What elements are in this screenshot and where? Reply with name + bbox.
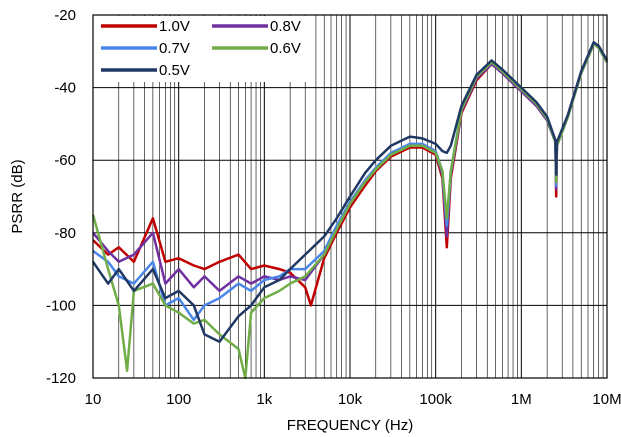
legend: 1.0V 0.8V 0.7V 0.6V 0.5V xyxy=(94,16,308,82)
x-tick-label: 10 xyxy=(85,391,102,408)
legend-label-0.8V: 0.8V xyxy=(270,18,301,35)
x-tick-label: 10k xyxy=(338,391,363,408)
y-tick-label: -40 xyxy=(54,80,76,97)
x-tick-label: 10M xyxy=(592,391,621,408)
x-tick-label: 100 xyxy=(166,391,191,408)
y-tick-label: -120 xyxy=(46,370,76,387)
y-tick-label: -20 xyxy=(54,7,76,24)
x-tick-label: 1M xyxy=(511,391,532,408)
legend-label-0.5V: 0.5V xyxy=(159,62,190,79)
series-lines xyxy=(91,40,609,380)
legend-label-1.0V: 1.0V xyxy=(159,18,190,35)
series-line-0.5V xyxy=(91,40,609,343)
y-tick-label: -80 xyxy=(54,225,76,242)
plot-border xyxy=(92,14,608,379)
y-axis-title: PSRR (dB) xyxy=(9,159,26,233)
x-tick-label: 100k xyxy=(419,391,452,408)
y-tick-label: -60 xyxy=(54,152,76,169)
plot-frame xyxy=(92,14,608,379)
x-tick-label: 1k xyxy=(256,391,272,408)
y-tick-label: -100 xyxy=(46,297,76,314)
legend-label-0.7V: 0.7V xyxy=(159,40,190,57)
tick-labels: 10 100 1k 10k 100k 1M 10M -20 -40 -60 -80 -100 -120 xyxy=(46,7,621,408)
x-axis-title: FREQUENCY (Hz) xyxy=(287,417,413,434)
legend-label-0.6V: 0.6V xyxy=(270,40,301,57)
